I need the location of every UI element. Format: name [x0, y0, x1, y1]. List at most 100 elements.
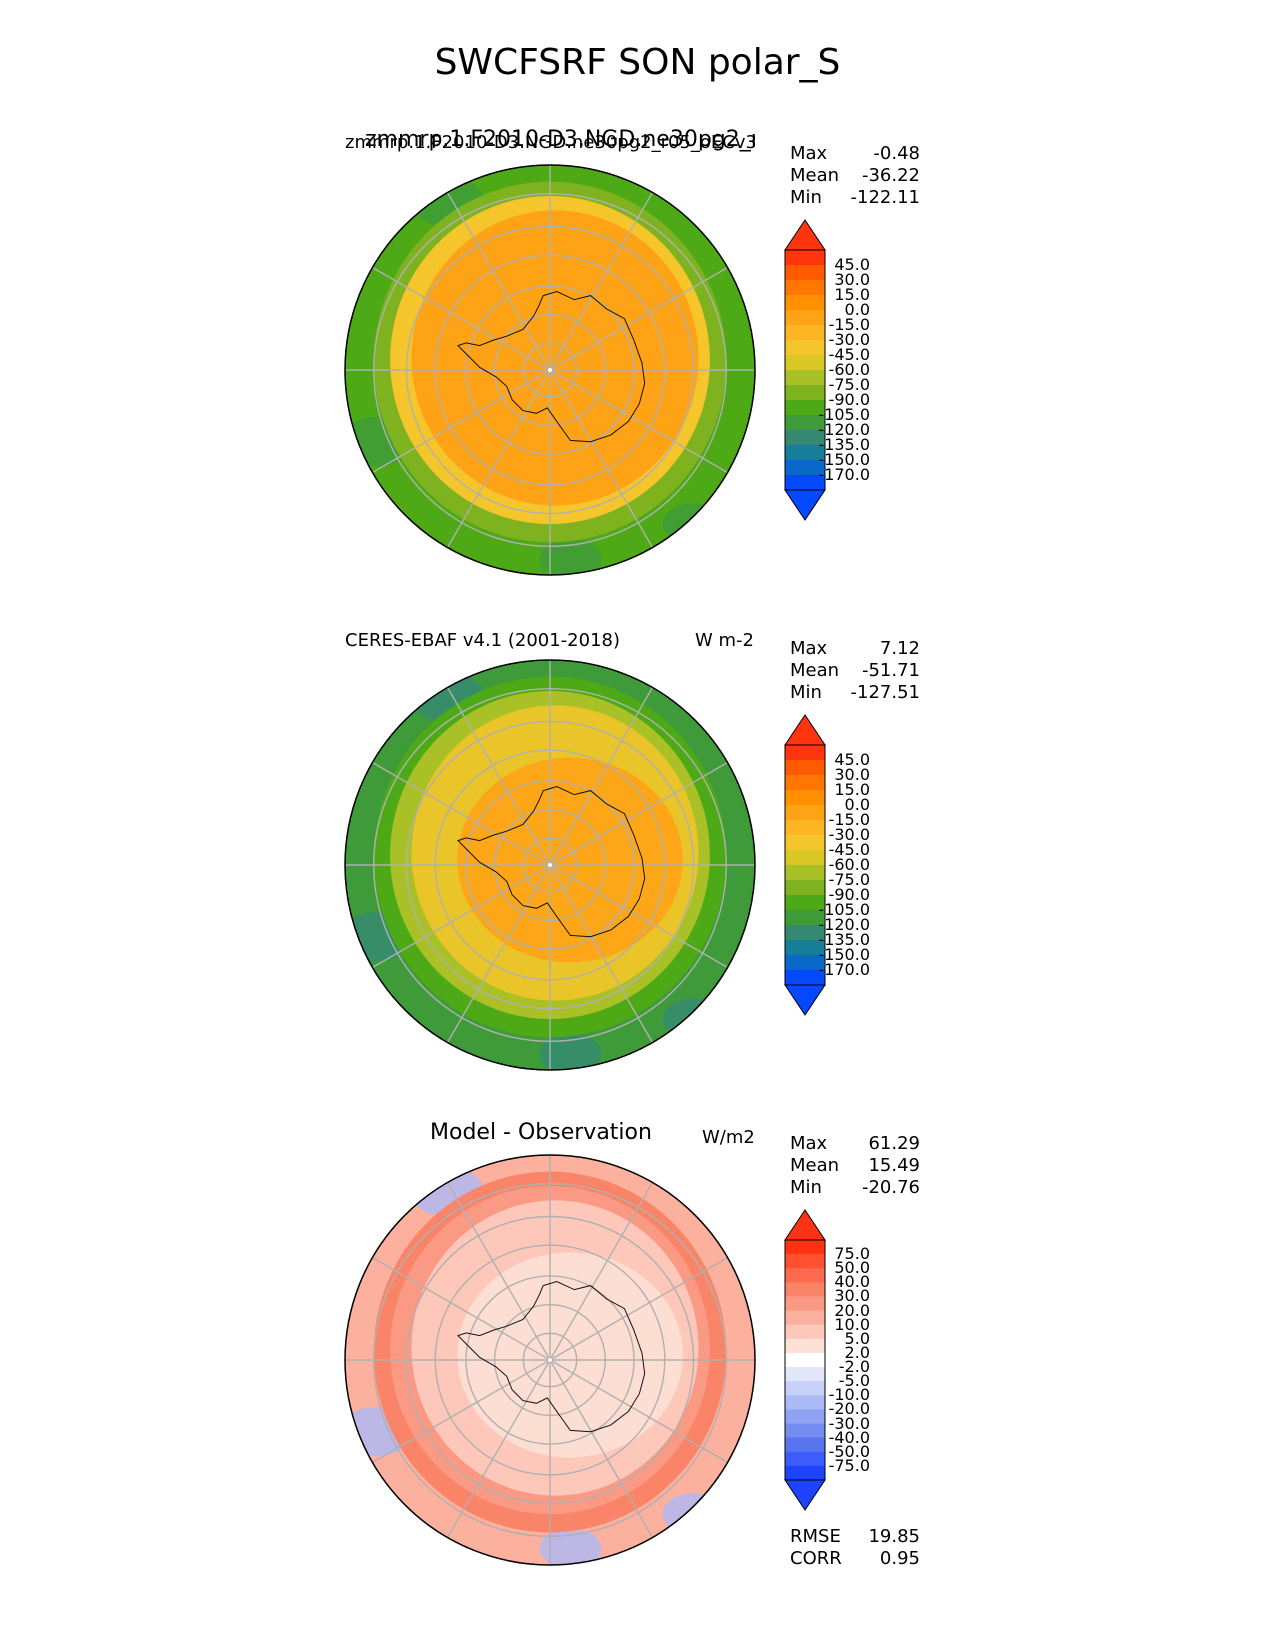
colorbar-tick-label: -75.0 — [828, 375, 870, 394]
colorbar-tick-label: -150.0 — [818, 450, 870, 469]
meridian-gridline — [446, 1359, 551, 1538]
colorbar-tick-label: 30.0 — [834, 270, 870, 289]
antarctica-coastline — [457, 290, 646, 443]
panel-1-max-value: -0.48 — [873, 143, 920, 164]
colorbar-tick-label: -30.0 — [828, 330, 870, 349]
meridian-gridline — [549, 864, 728, 969]
panel-2-polar-map — [344, 659, 756, 1071]
colorbar-segment — [785, 760, 825, 776]
colorbar-under-extension — [784, 1479, 826, 1511]
colorbar-segment — [785, 250, 825, 266]
colorbar-segment — [785, 895, 825, 911]
colorbar-tick-label: 40.0 — [834, 1272, 870, 1292]
meridian-gridline — [549, 192, 654, 371]
colorbar-tick-label: -10.0 — [828, 1385, 870, 1405]
meridian-gridline — [549, 266, 728, 371]
colorbar-tick-label: 45.0 — [834, 255, 870, 274]
colorbar-tick-label: 15.0 — [834, 780, 870, 799]
colorbar-tick-label: -20.0 — [828, 1399, 870, 1419]
colorbar-tick-label: 5.0 — [844, 1328, 870, 1348]
colorbar-tick-label: -30.0 — [828, 1413, 870, 1433]
colorbar-segment — [785, 415, 825, 431]
colorbar-tick-label: 30.0 — [834, 765, 870, 784]
colorbar-tick-label: -135.0 — [818, 930, 870, 949]
colorbar-segment — [785, 1282, 825, 1297]
colorbar-over-extension — [784, 219, 826, 251]
meridian-gridline — [372, 761, 551, 866]
colorbar-tick-label: -105.0 — [818, 900, 870, 919]
colorbar-segment — [785, 790, 825, 806]
meridian-gridline — [549, 1256, 728, 1361]
meridian-gridline — [549, 1182, 654, 1361]
meridian-gridline — [549, 369, 728, 474]
panel-1-colorbar — [784, 219, 826, 521]
colorbar-tick-label: -105.0 — [818, 405, 870, 424]
colorbar-frame — [784, 1239, 826, 1481]
colorbar-tick-label: 2.0 — [844, 1342, 870, 1362]
colorbar-tick-label: -60.0 — [828, 855, 870, 874]
meridian-gridline — [549, 864, 654, 1043]
panel-2-max-value: 7.12 — [879, 638, 920, 659]
colorbar-segment — [785, 1423, 825, 1439]
panel-3-max-label: Max — [790, 1133, 828, 1154]
colorbar-segment — [785, 955, 825, 971]
map-field-core — [457, 1252, 683, 1458]
colorbar-tick-label: -15.0 — [828, 810, 870, 829]
colorbar-segment — [785, 295, 825, 311]
map-boundary — [344, 164, 756, 576]
meridian-gridline — [372, 1256, 551, 1361]
map-field-core — [457, 262, 683, 468]
panel-3-colorbar — [784, 1209, 826, 1511]
colorbar-segment — [785, 400, 825, 416]
panel-3-units: W/m2 — [702, 1127, 755, 1148]
meridian-gridline — [446, 369, 551, 548]
panel-3-mean-label: Mean — [790, 1155, 840, 1176]
colorbar-segment — [785, 1352, 825, 1368]
colorbar-tick-label: 45.0 — [834, 750, 870, 769]
panel-3-min-label: Min — [790, 1177, 822, 1198]
panel-3-max-value: 61.29 — [868, 1133, 920, 1154]
meridian-gridline — [549, 1359, 728, 1464]
colorbar-under-extension — [784, 984, 826, 1016]
colorbar-segment — [785, 1465, 825, 1481]
meridian-gridline — [372, 369, 551, 474]
colorbar-tick-label: -75.0 — [828, 870, 870, 889]
panel-2-units: W m-2 — [695, 630, 755, 651]
panel-2-max-label: Max — [790, 638, 828, 659]
colorbar-over-extension — [784, 714, 826, 746]
colorbar-tick-label: -40.0 — [828, 1427, 870, 1447]
colorbar-segment — [785, 355, 825, 371]
meridian-gridline — [549, 1359, 654, 1538]
colorbar-segment — [785, 880, 825, 896]
colorbar-segment — [785, 1268, 825, 1283]
colorbar-segment — [785, 910, 825, 926]
panel-3-rmse-label: RMSE — [790, 1526, 841, 1547]
panel-1-case-title: zmmrp.1.F2010-D3.NGD.ne30pg2_r05_oECv3 — [345, 132, 755, 153]
colorbar-tick-label: 50.0 — [834, 1258, 870, 1278]
south-pole-marker — [548, 863, 552, 867]
colorbar-tick-label: -170.0 — [818, 960, 870, 979]
panel-1-max-label: Max — [790, 143, 828, 164]
colorbar-segment — [785, 1367, 825, 1382]
colorbar-tick-label: -15.0 — [828, 315, 870, 334]
colorbar-tick-label: -60.0 — [828, 360, 870, 379]
colorbar-tick-label: 10.0 — [834, 1314, 870, 1334]
panel-3-corr-label: CORR — [790, 1548, 842, 1569]
colorbar-tick-label: -135.0 — [818, 435, 870, 454]
colorbar-segment — [785, 850, 825, 866]
colorbar-tick-label: 15.0 — [834, 285, 870, 304]
map-field-patch — [662, 1493, 725, 1535]
colorbar-segment — [785, 1395, 825, 1410]
colorbar-tick-label: 75.0 — [834, 1244, 870, 1264]
antarctica-coastline — [457, 785, 646, 938]
panel-3-polar-map — [344, 1154, 756, 1566]
colorbar-tick-label: -90.0 — [828, 390, 870, 409]
colorbar-segment — [785, 1324, 825, 1340]
colorbar-segment — [785, 820, 825, 836]
panel-1-mean-value: -36.22 — [861, 165, 920, 186]
panel-3-diff-title: Model - Observation — [430, 1120, 652, 1145]
panel-2-min-value: -127.51 — [850, 682, 920, 703]
colorbar-segment — [785, 940, 825, 956]
colorbar-tick-label: -50.0 — [828, 1441, 870, 1461]
colorbar-segment — [785, 310, 825, 326]
